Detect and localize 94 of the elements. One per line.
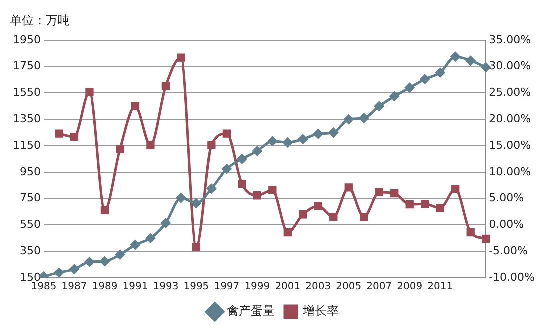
x-tick-label: 1999 (244, 282, 270, 293)
point (481, 62, 491, 72)
y-tick-label: 550 (20, 218, 41, 232)
y2-tick-label: 30.00% (489, 60, 532, 73)
legend-label: 禽产蛋量 (227, 304, 275, 318)
point (299, 210, 308, 219)
point (70, 132, 79, 142)
y2-tick-label: 15.00% (489, 138, 532, 152)
point (314, 202, 322, 210)
point (406, 200, 414, 209)
x-tick-label: 2001 (275, 282, 301, 293)
point (237, 154, 247, 164)
point (55, 130, 64, 138)
point (482, 234, 490, 244)
y-tick-label: 750 (20, 192, 41, 205)
y2-tick-label: 35.00% (489, 33, 532, 46)
point (359, 114, 369, 124)
x-tick-label: 1989 (92, 282, 118, 293)
point (390, 92, 400, 102)
point (116, 145, 124, 154)
y-axis-title: 单位：万吨 (10, 13, 70, 28)
x-tick-label: 1987 (62, 282, 88, 293)
y2-tick-label: 20.00% (489, 112, 532, 126)
y2-tick-label: -10.00% (489, 270, 536, 284)
point (328, 128, 338, 138)
point (192, 243, 201, 252)
point (330, 213, 338, 222)
point (146, 141, 155, 150)
point (115, 250, 125, 260)
point (130, 240, 140, 250)
point (375, 188, 384, 197)
point (54, 268, 64, 278)
x-tick-label: 2009 (397, 282, 423, 293)
y2-tick-label: 25.00% (489, 86, 532, 100)
point (238, 180, 246, 188)
point (146, 234, 156, 244)
point (344, 114, 354, 124)
point (436, 204, 444, 212)
x-tick-label: 2011 (428, 282, 454, 293)
point (466, 228, 475, 237)
point (390, 189, 399, 198)
y2-tick-label: 0.00% (489, 218, 524, 232)
point (360, 213, 368, 222)
y-tick-label: 1150 (12, 138, 41, 152)
x-tick-label: 2005 (336, 282, 362, 293)
x-tick-label: 2003 (306, 282, 332, 293)
point (100, 206, 110, 214)
point (192, 198, 202, 208)
point (252, 146, 262, 156)
point (450, 52, 460, 62)
y2-tick-label: -5.00% (489, 244, 528, 258)
point (284, 228, 292, 237)
x-tick-label: 1993 (153, 282, 179, 293)
point (268, 136, 278, 146)
point (86, 88, 94, 96)
point (253, 192, 262, 200)
point (70, 264, 80, 274)
point (268, 186, 277, 194)
y2-tick-label: 5.00% (489, 192, 524, 205)
x-tick-label: 2007 (366, 282, 392, 293)
point (222, 130, 232, 138)
point (436, 68, 446, 78)
point (162, 82, 170, 90)
point (420, 74, 430, 84)
y-tick-label: 1750 (12, 60, 41, 73)
point (283, 138, 293, 148)
x-tick-label: 1985 (31, 282, 57, 293)
point (100, 256, 110, 266)
point (208, 141, 216, 150)
point (222, 164, 232, 174)
point (161, 218, 171, 228)
point (344, 184, 353, 192)
x-tick-label: 1997 (214, 282, 240, 293)
y-tick-label: 950 (20, 165, 41, 178)
y-tick-label: 1950 (12, 33, 41, 46)
y-tick-label: 1550 (12, 86, 41, 100)
y-tick-label: 1350 (12, 112, 41, 126)
y2-tick-label: 10.00% (489, 165, 532, 178)
point (421, 200, 430, 208)
point (405, 83, 415, 93)
point (374, 102, 384, 112)
legend-label: 增长率 (302, 304, 339, 318)
x-tick-label: 1991 (122, 282, 148, 293)
point (206, 184, 216, 194)
point (466, 56, 476, 66)
point (298, 134, 308, 144)
point (177, 54, 186, 62)
point (314, 129, 324, 139)
point (131, 102, 140, 110)
point (452, 185, 460, 194)
y-tick-label: 350 (20, 244, 41, 258)
point (84, 257, 94, 267)
point (176, 193, 186, 203)
x-tick-label: 1995 (184, 282, 210, 293)
